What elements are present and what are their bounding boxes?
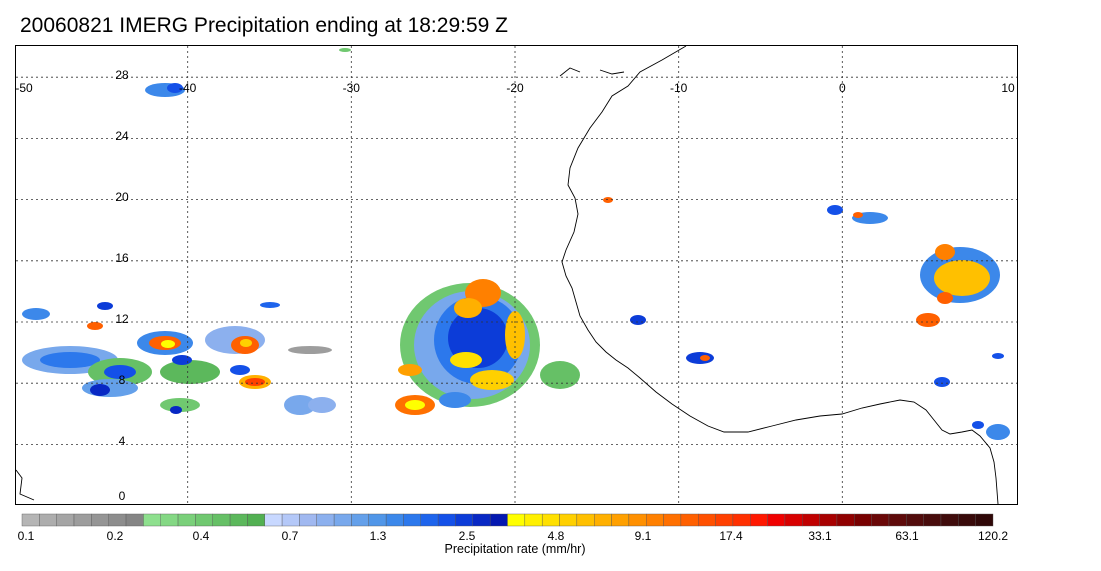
colorbar-swatch <box>628 513 647 527</box>
map-frame <box>15 45 1018 505</box>
colorbar-swatch <box>91 513 109 527</box>
colorbar-swatch <box>247 513 265 527</box>
colorbar-swatch <box>229 513 248 527</box>
colorbar-swatch <box>871 513 890 527</box>
lon-label: -50 <box>15 81 33 95</box>
colorbar-swatch <box>767 513 786 527</box>
colorbar-tick-label: 33.1 <box>808 529 832 543</box>
colorbar-swatch <box>594 513 612 527</box>
colorbar-swatch <box>541 513 560 527</box>
lon-label: -10 <box>670 81 688 95</box>
colorbar-swatch <box>975 513 994 527</box>
colorbar-swatch <box>906 513 924 527</box>
colorbar-swatch <box>333 513 352 527</box>
colorbar-tick-label: 9.1 <box>634 529 652 543</box>
colorbar-swatch <box>299 513 317 527</box>
colorbar-swatch <box>39 513 57 527</box>
colorbar-swatch <box>472 513 491 527</box>
colorbar-tick-label: 0.1 <box>17 529 35 543</box>
colorbar-swatch <box>403 513 421 527</box>
lon-label: 0 <box>839 81 846 95</box>
colorbar-swatch <box>368 513 387 527</box>
colorbar-swatch <box>576 513 595 527</box>
colorbar-swatch <box>646 513 664 527</box>
colorbar-swatch <box>923 513 942 527</box>
colorbar-swatch <box>680 513 699 527</box>
latitude-labels: 28 24 20 16 12 8 4 0 <box>115 68 129 503</box>
colorbar-swatch <box>559 513 578 527</box>
colorbar-tick-label: 0.4 <box>192 529 210 543</box>
colorbar-tick-label: 0.2 <box>106 529 124 543</box>
map-title: 20060821 IMERG Precipitation ending at 1… <box>20 14 508 37</box>
colorbar-swatch <box>195 513 213 527</box>
colorbar-swatch <box>940 513 959 527</box>
lon-label: -30 <box>343 81 361 95</box>
colorbar-swatch <box>177 513 196 527</box>
colorbar-swatch <box>611 513 630 527</box>
lat-label: 20 <box>115 190 129 204</box>
colorbar-swatch <box>455 513 474 527</box>
colorbar-swatch <box>836 513 855 527</box>
lat-label: 8 <box>119 373 126 387</box>
lat-label: 0 <box>119 489 126 503</box>
colorbar-swatch <box>73 513 92 527</box>
colorbar-swatch <box>108 513 127 527</box>
longitude-labels: -50 -40 -30 -20 -10 0 10 <box>15 81 1015 95</box>
lon-label: -20 <box>506 81 524 95</box>
lon-label: 10 <box>1001 81 1015 95</box>
colorbar-swatch <box>854 513 872 527</box>
lat-label: 28 <box>115 68 129 82</box>
graticule <box>16 46 1017 504</box>
colorbar-swatch <box>784 513 803 527</box>
colorbar-swatch <box>437 513 456 527</box>
colorbar-swatch <box>715 513 734 527</box>
colorbar-swatch <box>802 513 820 527</box>
colorbar-swatch <box>160 513 179 527</box>
lat-label: 16 <box>115 251 129 265</box>
colorbar-tick-label: 120.2 <box>977 529 1009 543</box>
colorbar-tick-label: 2.5 <box>458 529 476 543</box>
colorbar-swatch <box>958 513 976 527</box>
lat-label: 24 <box>115 129 129 143</box>
lat-label: 4 <box>119 434 126 448</box>
colorbar-tick-label: 17.4 <box>719 529 743 543</box>
colorbar-swatch <box>316 513 335 527</box>
colorbar-swatch <box>420 513 439 527</box>
colorbar-swatch <box>507 513 526 527</box>
colorbar-swatch <box>663 513 682 527</box>
colorbar-swatch <box>21 513 40 527</box>
colorbar-swatch <box>489 513 508 527</box>
colorbar-swatch <box>56 513 75 527</box>
colorbar-swatch <box>888 513 907 527</box>
colorbar-swatch <box>732 513 751 527</box>
colorbar-title: Precipitation rate (mm/hr) <box>444 542 586 556</box>
colorbar-tick-label: 63.1 <box>895 529 919 543</box>
precipitation-layer <box>22 48 1010 440</box>
lon-label: -40 <box>179 81 197 95</box>
colorbar-swatch <box>351 513 369 527</box>
lat-label: 12 <box>115 312 129 326</box>
colorbar-swatch <box>524 513 543 527</box>
colorbar-swatch <box>819 513 838 527</box>
coastline <box>15 45 999 505</box>
colorbar-tick-label: 1.3 <box>369 529 387 543</box>
colorbar-swatch <box>750 513 768 527</box>
colorbar-swatch <box>143 513 161 527</box>
colorbar-swatch <box>125 513 144 527</box>
colorbar-swatch <box>264 513 283 527</box>
colorbar-tick-label: 0.7 <box>281 529 299 543</box>
colorbar-swatch <box>212 513 231 527</box>
colorbar-swatch <box>281 513 300 527</box>
colorbar-swatch <box>385 513 404 527</box>
colorbar <box>21 513 994 527</box>
colorbar-swatch <box>698 513 716 527</box>
colorbar-tick-label: 4.8 <box>547 529 565 543</box>
